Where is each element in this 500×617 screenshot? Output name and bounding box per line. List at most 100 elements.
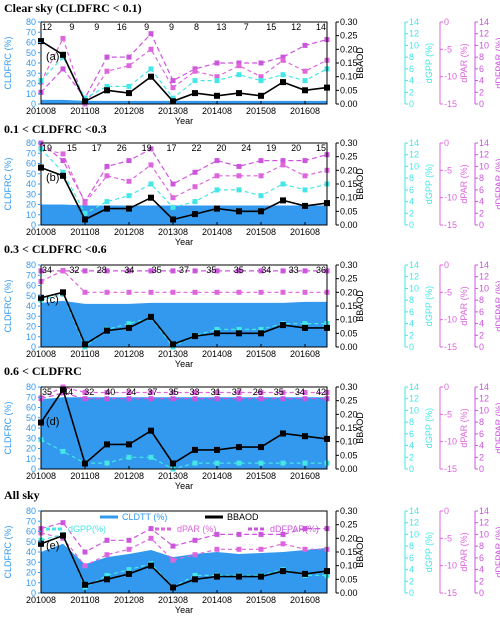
sample-count: 35 [152, 265, 162, 275]
dpar-marker [148, 46, 154, 52]
dgpp-marker [170, 204, 176, 210]
dfpar-axis-label: dDFPAR (%) [494, 526, 500, 577]
left-tick-label: 50 [26, 169, 36, 179]
bbaod-tick-label: 0.30 [340, 506, 358, 516]
x-tick-label: 201208 [114, 227, 144, 237]
bbaod-marker [280, 430, 286, 437]
dgpp-marker [236, 326, 242, 332]
dgpp-marker [236, 72, 242, 78]
dgpp-tick-label: 14 [409, 506, 419, 516]
dgpp-tick-label: 0 [409, 588, 414, 598]
sample-count: 9 [94, 22, 99, 32]
dfpar-tick-label: 2 [479, 87, 484, 97]
dgpp-tick-label: 12 [409, 272, 419, 282]
bbaod-marker [258, 330, 264, 337]
dpar-tick-label: 0 [444, 382, 449, 392]
x-tick-label: 201108 [70, 106, 99, 116]
x-tick-label: 201208 [114, 471, 144, 481]
dfpar-tick-label: 10 [479, 40, 489, 50]
bbaod-marker [258, 444, 264, 451]
bbaod-marker [126, 441, 132, 448]
dfpar-axis-label: dDFPAR (%) [494, 37, 500, 88]
dpar-tick-label: -10 [444, 315, 457, 325]
dgpp-axis-label: dGPP (%) [424, 408, 434, 448]
dpar-marker [82, 563, 88, 569]
sample-count: 35 [168, 387, 178, 397]
left-tick-label: 20 [26, 200, 36, 210]
dfpar-marker [236, 60, 242, 66]
dfpar-marker [126, 54, 132, 60]
dfpar-marker [302, 158, 308, 164]
dgpp-tick-label: 14 [409, 382, 419, 392]
dgpp-tick-label: 2 [409, 576, 414, 586]
left-tick-label: 60 [26, 159, 36, 169]
bbaod-marker [60, 51, 66, 58]
panel-label: (d) [46, 416, 59, 428]
left-tick-label: 40 [26, 547, 36, 557]
dpar-tick-label: 0 [444, 260, 449, 270]
dgpp-marker [258, 193, 264, 199]
sample-count: 15 [266, 22, 276, 32]
bbaod-marker [302, 324, 308, 331]
x-axis-label: Year [175, 481, 193, 491]
left-tick-label: 70 [26, 392, 36, 402]
left-tick-label: 60 [26, 527, 36, 537]
dfpar-marker [302, 42, 308, 48]
bbaod-tick-label: 0.15 [340, 179, 358, 189]
dfpar-marker [302, 396, 308, 402]
dgpp-marker [302, 187, 308, 193]
dfpar-tick-label: 4 [479, 319, 484, 329]
bbaod-marker [236, 90, 242, 97]
dpar-marker [82, 390, 88, 395]
dgpp-marker [236, 460, 242, 466]
left-tick-label: 10 [26, 578, 36, 588]
bbaod-marker [214, 330, 220, 337]
dgpp-marker [104, 460, 110, 466]
left-tick-label: 10 [26, 210, 36, 220]
dgpp-tick-label: 4 [409, 76, 414, 86]
left-axis-label: CLDFRC (%) [3, 36, 13, 89]
left-tick-label: 10 [26, 89, 36, 99]
left-axis-label: CLDFRC (%) [3, 525, 13, 578]
dgpp-marker [280, 460, 286, 466]
dgpp-tick-label: 6 [409, 553, 414, 563]
dpar-marker [214, 546, 220, 552]
dgpp-tick-label: 14 [409, 138, 419, 148]
sample-count: 34 [124, 265, 134, 275]
x-tick-label: 201308 [158, 227, 188, 237]
dfpar-marker [60, 390, 66, 396]
dpar-tick-label: -5 [444, 44, 452, 54]
sample-count: 9 [144, 22, 149, 32]
dfpar-marker [104, 54, 110, 60]
dpar-line [40, 147, 328, 205]
dgpp-tick-label: 12 [409, 394, 419, 404]
bbaod-marker [148, 194, 154, 201]
dgpp-line [40, 56, 328, 99]
bbaod-tick-label: 0.30 [340, 138, 358, 148]
bbaod-marker [214, 92, 220, 99]
dfpar-marker [214, 60, 220, 66]
dfpar-marker [60, 66, 66, 72]
sample-count: 17 [166, 143, 176, 153]
bbaod-marker [280, 79, 286, 86]
dpar-tick-label: 0 [444, 138, 449, 148]
dgpp-marker [126, 193, 132, 199]
dgpp-axis-label: dGPP (%) [424, 532, 434, 572]
dgpp-marker [148, 454, 154, 460]
dpar-marker [236, 546, 242, 552]
dgpp-marker [104, 83, 110, 89]
bbaod-tick-label: 0.20 [340, 165, 358, 175]
bbaod-axis-label: BBAOD [355, 168, 365, 200]
bbaod-tick-label: 0.05 [340, 450, 358, 460]
dpar-marker [170, 195, 176, 201]
bbaod-tick-label: 0.15 [340, 301, 358, 311]
x-tick-label: 201008 [26, 227, 56, 237]
sample-count: 36 [316, 265, 326, 275]
bbaod-marker [258, 92, 264, 99]
dgpp-axis-label: dGPP (%) [424, 164, 434, 204]
dfpar-tick-label: 0 [479, 464, 484, 474]
dfpar-tick-label: 6 [479, 64, 484, 74]
left-tick-label: 30 [26, 311, 36, 321]
x-tick-label: 201608 [290, 595, 320, 605]
bbaod-tick-label: 0.30 [340, 382, 358, 392]
